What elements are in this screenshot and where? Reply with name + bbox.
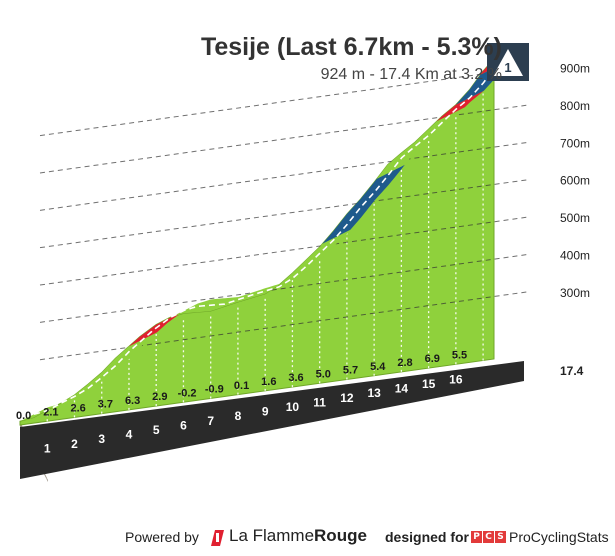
x-tick-label: 11 — [313, 395, 326, 409]
elevation-gridline — [39, 104, 529, 174]
x-tick-label: 10 — [286, 400, 300, 414]
km-gradient-label: 5.5 — [452, 349, 467, 361]
km-gradient-label: 6.9 — [425, 353, 440, 365]
km-gradient-label: 0.0 — [16, 410, 31, 422]
x-tick-label: 4 — [126, 428, 133, 442]
km-gradient-label: -0.2 — [178, 387, 197, 399]
finish-marker-label: 1 — [504, 60, 511, 75]
x-tick-label: 8 — [235, 409, 242, 423]
x-tick-label: 3 — [98, 432, 105, 446]
total-distance-label: 17.4 — [560, 364, 584, 378]
y-tick-label: 600m — [560, 174, 590, 188]
elevation-gridline — [39, 141, 529, 211]
la-flamme-rouge-logo[interactable]: La FlammeRouge — [229, 526, 367, 546]
x-tick-label: 14 — [395, 382, 409, 396]
elevation-gridline — [39, 216, 529, 286]
x-tick-label: 2 — [71, 437, 78, 451]
km-gradient-label: 3.6 — [288, 372, 303, 384]
y-tick-label: 900m — [560, 62, 590, 76]
la-flamme-rouge-flag-icon — [211, 530, 224, 546]
pcs-logo-letter-s: S — [495, 531, 506, 543]
km-gradient-label: 3.7 — [98, 399, 113, 411]
y-tick-label: 800m — [560, 99, 590, 113]
pcs-logo-letter-p: P — [471, 531, 482, 543]
km-gradient-label: 2.1 — [43, 406, 58, 418]
x-tick-label: 1 — [44, 441, 51, 455]
km-gradient-label: -0.9 — [205, 384, 224, 396]
gradient-segment-easy — [20, 363, 125, 422]
x-tick-label: 6 — [180, 418, 187, 432]
x-tick-label: 9 — [262, 405, 269, 419]
profile-face — [19, 57, 495, 426]
elevation-gridline — [39, 179, 529, 249]
km-gradient-label: 5.4 — [370, 361, 386, 373]
gradient-segment-easy — [376, 107, 465, 179]
powered-by-label: Powered by — [125, 529, 199, 545]
y-tick-label: 700m — [560, 136, 590, 150]
x-tick-label: 12 — [340, 391, 354, 405]
km-gradient-label: 0.1 — [234, 380, 249, 392]
ribbon-centerline — [33, 51, 509, 416]
x-tick-label: 5 — [153, 423, 160, 437]
elevation-gridline — [39, 291, 529, 361]
y-tick-label: 500m — [560, 211, 590, 225]
pcs-logo-letter-c: C — [483, 531, 494, 543]
elevation-gridline — [39, 67, 529, 137]
y-tick-label: 300m — [560, 286, 590, 300]
elevation-gridline — [39, 253, 529, 323]
distance-base-bar — [20, 361, 524, 479]
km-gradient-label: 2.9 — [152, 391, 167, 403]
x-tick-label: 15 — [422, 377, 436, 391]
x-tick-label: 16 — [449, 372, 463, 386]
km-gradient-label: 5.7 — [343, 365, 358, 377]
designed-for-label: designed for — [385, 529, 470, 545]
x-tick-label: 13 — [367, 386, 381, 400]
km-gradient-label: 5.0 — [316, 368, 331, 380]
x-tick-label: 7 — [207, 414, 214, 428]
km-gradient-label: 2.6 — [70, 403, 85, 415]
procyclingstats-link[interactable]: ProCyclingStats — [509, 529, 609, 545]
chart-title: Tesije (Last 6.7km - 5.3%) — [200, 33, 502, 61]
km-gradient-label: 1.6 — [261, 376, 276, 388]
km-gradient-label: 6.3 — [125, 395, 140, 407]
chart-subtitle: 924 m - 17.4 Km at 3.2 % — [320, 66, 502, 83]
brand-prefix: La Flamme — [229, 526, 315, 545]
finish-flag-icon — [493, 49, 523, 76]
km-gradient-label: 2.8 — [397, 357, 412, 369]
brand-suffix: Rouge — [314, 526, 367, 545]
y-tick-label: 400m — [560, 248, 590, 262]
